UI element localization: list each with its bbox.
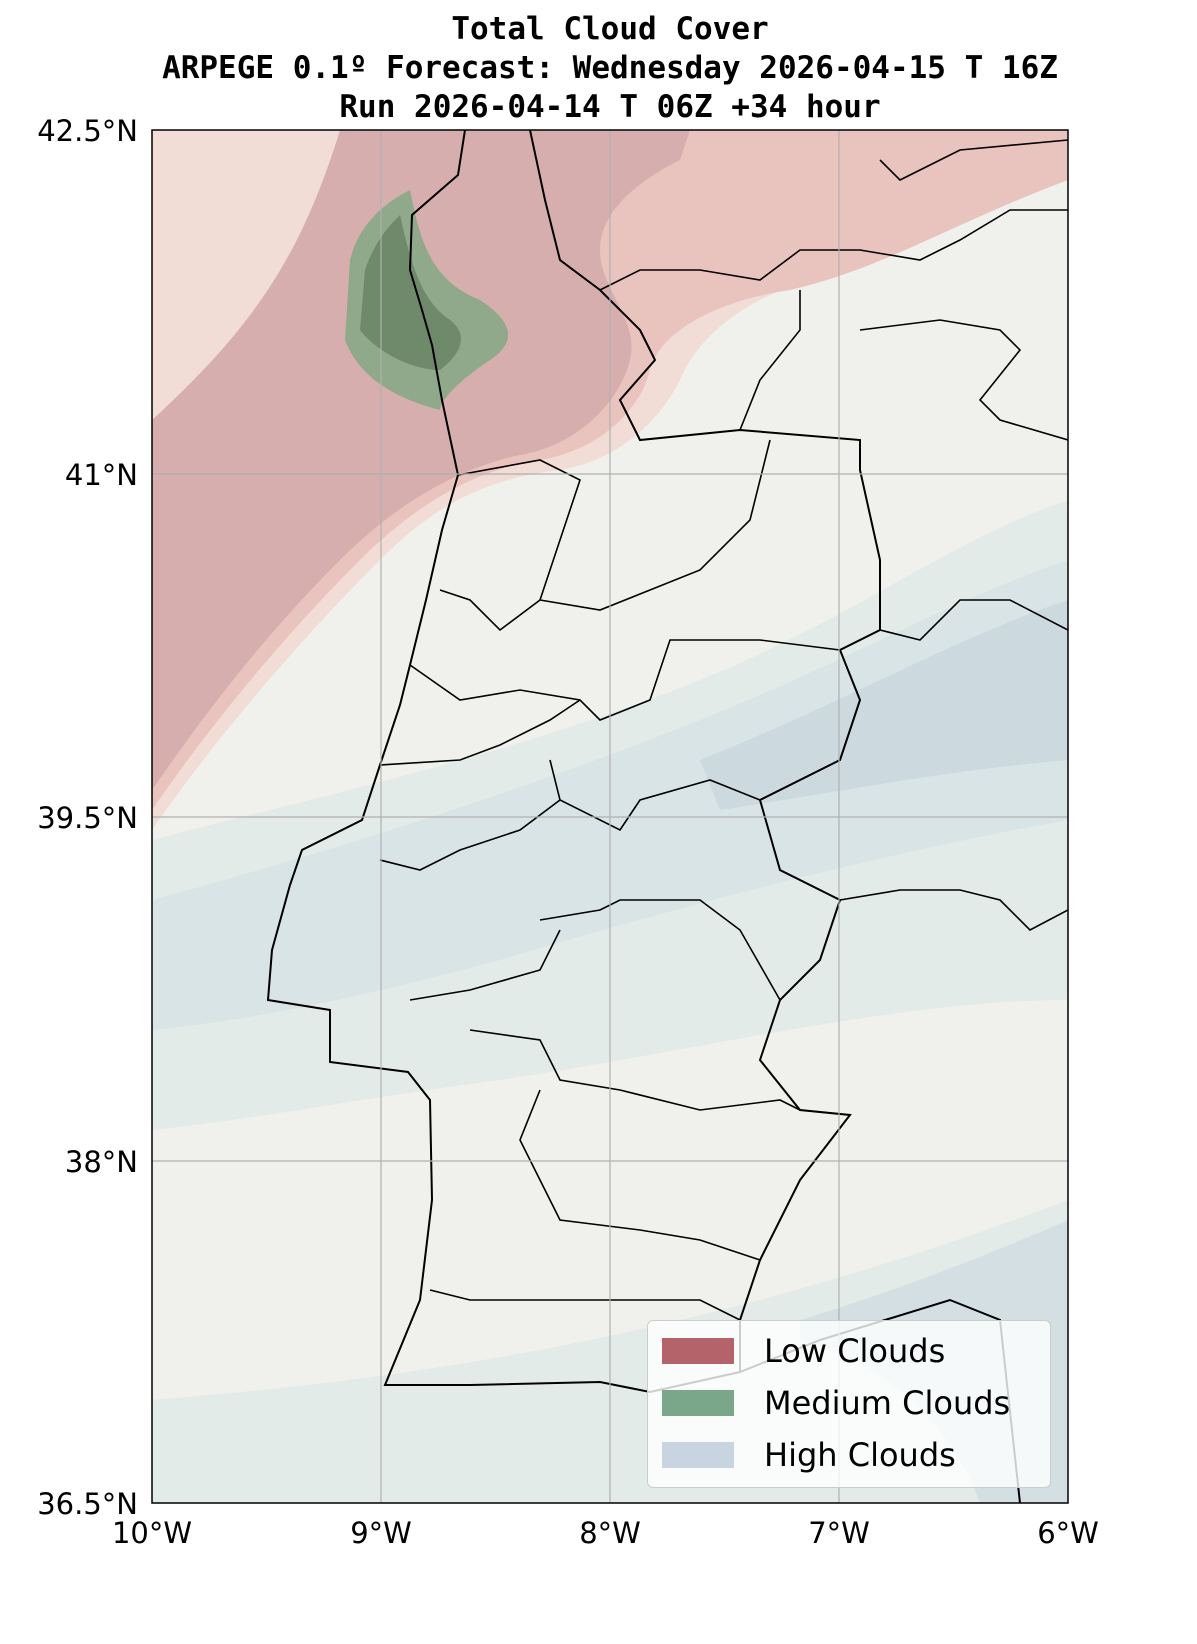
legend-item-medium: Medium Clouds xyxy=(662,1383,1010,1423)
legend-item-high: High Clouds xyxy=(662,1435,956,1475)
lon-tick: 7°W xyxy=(808,1516,870,1550)
medium-clouds-swatch xyxy=(662,1390,734,1416)
lat-tick: 42.5°N xyxy=(37,114,138,148)
lon-tick: 9°W xyxy=(350,1516,412,1550)
legend-label: Medium Clouds xyxy=(764,1384,1011,1422)
map-subtitle-run: Run 2026-04-14 T 06Z +34 hour xyxy=(339,89,881,125)
lon-tick: 8°W xyxy=(579,1516,641,1550)
legend-label: High Clouds xyxy=(764,1436,956,1474)
lat-tick: 38°N xyxy=(65,1145,138,1179)
high-clouds-swatch xyxy=(662,1442,734,1468)
district-borders xyxy=(379,139,1068,1321)
lat-tick-labels: 42.5°N 41°N 39.5°N 38°N 36.5°N xyxy=(37,114,138,1521)
legend-item-low: Low Clouds xyxy=(662,1331,945,1371)
lat-tick: 39.5°N xyxy=(37,801,138,835)
lon-tick-labels: 10°W 9°W 8°W 7°W 6°W xyxy=(112,1516,1099,1550)
legend: Low Clouds Medium Clouds High Clouds xyxy=(647,1320,1051,1488)
legend-label: Low Clouds xyxy=(764,1332,946,1370)
lon-tick: 6°W xyxy=(1037,1516,1099,1550)
graticule xyxy=(152,130,1068,1503)
map-subtitle-forecast: ARPEGE 0.1º Forecast: Wednesday 2026-04-… xyxy=(162,50,1058,86)
medium-cloud-layer xyxy=(345,190,509,410)
lat-tick: 41°N xyxy=(65,458,138,492)
low-clouds-swatch xyxy=(662,1338,734,1364)
lon-tick: 10°W xyxy=(112,1516,192,1550)
lat-tick: 36.5°N xyxy=(37,1487,138,1521)
map-title: Total Cloud Cover xyxy=(451,11,769,47)
map-frame xyxy=(151,129,1069,1504)
country-border xyxy=(529,130,881,1372)
coastline xyxy=(266,130,1021,1503)
